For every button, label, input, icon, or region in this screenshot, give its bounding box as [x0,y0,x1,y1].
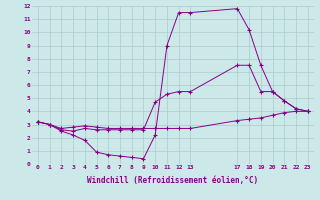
X-axis label: Windchill (Refroidissement éolien,°C): Windchill (Refroidissement éolien,°C) [87,176,258,185]
